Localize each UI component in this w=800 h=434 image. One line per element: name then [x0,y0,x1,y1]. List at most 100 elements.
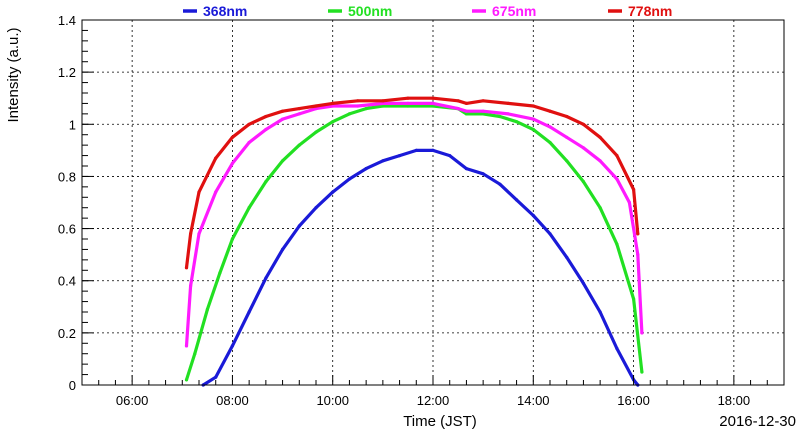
data-point [281,247,285,251]
data-point [197,190,201,194]
data-point [247,140,251,145]
series-layer [184,96,644,387]
y-tick-label: 0 [69,378,76,393]
legend: 368nm 500nm 675nm 778nm [183,3,672,19]
data-point [581,180,586,184]
data-point [464,167,468,171]
data-point [314,130,318,134]
data-point [565,135,569,139]
data-point [214,375,218,379]
data-point [548,125,552,129]
tick-marks: 06:00 08:00 10:00 12:00 14:00 16:00 18:00 0 0.2 0… [58,13,785,408]
data-point [189,232,193,236]
data-point [481,112,485,116]
y-tick-label: 0.4 [58,274,76,289]
series-line [201,148,640,387]
data-point [581,146,586,150]
data-point [565,114,569,119]
data-point [297,224,301,228]
data-point [531,104,535,108]
data-point [297,143,301,147]
date-label: 2016-12-30 [719,413,796,430]
series-line [184,104,644,382]
data-point [331,120,335,124]
data-point [481,109,485,113]
data-point [214,190,218,194]
data-point [381,104,385,108]
data-point [498,182,502,186]
x-tick-label: 10:00 [316,393,349,408]
data-point [281,117,285,121]
data-point [598,135,602,139]
data-point [398,154,402,158]
data-point [364,167,368,171]
data-point [184,378,189,382]
data-point [531,127,535,132]
data-point [347,112,351,116]
data-point [515,198,519,202]
series-368nm [201,148,640,387]
data-point [264,114,268,119]
data-point [205,307,209,311]
data-point [197,232,201,236]
data-point [247,206,251,210]
data-point [448,154,452,158]
data-point [464,109,468,113]
data-point [598,206,602,210]
data-point [615,242,619,246]
data-point [364,107,368,111]
data-point [531,117,535,121]
y-tick-label: 1.2 [58,65,76,80]
data-point [381,101,385,105]
series-778nm [184,96,640,270]
y-tick-label: 1 [69,117,76,132]
data-point [464,112,468,116]
data-point [615,346,619,351]
y-tick-label: 0.2 [58,326,76,341]
data-point [189,284,193,288]
data-point [214,156,218,160]
x-tick-label: 14:00 [517,393,550,408]
data-point [184,266,189,270]
legend-label: 500nm [348,3,392,19]
data-point [264,127,268,132]
series-line [184,101,644,348]
data-point [548,109,552,113]
data-point [598,159,602,163]
data-point [406,101,410,105]
grid-lines [82,20,784,385]
data-point [636,253,640,257]
data-point [264,276,268,280]
data-point [230,161,234,165]
series-line [184,96,640,270]
data-point [632,187,636,192]
legend-label: 778nm [628,3,672,19]
x-tick-label: 12:00 [417,393,450,408]
data-point [506,112,510,116]
data-point [218,271,222,275]
series-675nm [184,101,644,348]
x-tick-label: 18:00 [718,393,751,408]
data-point [464,101,468,105]
data-point [598,310,602,314]
x-tick-label: 06:00 [116,393,149,408]
data-point [431,104,435,108]
data-point [431,148,435,152]
data-point [498,114,502,119]
legend-label: 368nm [203,3,247,19]
data-point [281,109,285,113]
data-point [640,331,644,335]
data-point [431,96,435,100]
data-point [297,107,301,111]
data-point [481,99,485,103]
x-tick-label: 16:00 [617,393,650,408]
y-tick-label: 0.8 [58,169,76,184]
data-point [297,112,301,116]
y-axis-title: Intensity (a.u.) [5,27,22,122]
legend-label: 675nm [492,3,536,19]
data-point [406,104,410,108]
data-point [581,281,586,285]
data-point [331,104,335,108]
data-point [247,310,251,314]
